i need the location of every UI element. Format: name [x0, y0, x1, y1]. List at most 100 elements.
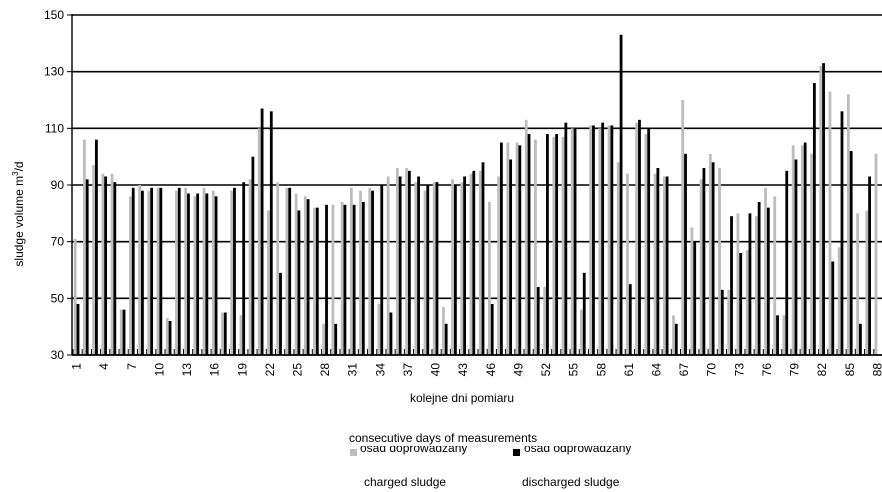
- x-tick-label: 58: [594, 363, 608, 377]
- bar-discharged: [509, 159, 513, 355]
- bar-charged: [101, 173, 105, 355]
- bar-discharged: [748, 213, 752, 355]
- bar-discharged: [463, 176, 466, 355]
- bar-discharged: [803, 142, 807, 355]
- bar-charged: [718, 168, 721, 355]
- x-tick-label: 16: [208, 363, 222, 377]
- bar-charged: [175, 190, 178, 355]
- bar-discharged: [757, 202, 761, 355]
- bar-discharged: [306, 199, 310, 355]
- bar-charged: [110, 173, 114, 355]
- bar-discharged: [242, 182, 246, 355]
- bar-discharged: [573, 128, 577, 355]
- bar-discharged: [849, 151, 853, 355]
- x-tick-label: 82: [815, 363, 829, 377]
- legend-swatch-charged: [350, 449, 357, 456]
- bar-charged: [589, 125, 593, 355]
- bars: [73, 34, 878, 356]
- bar-charged: [303, 196, 307, 355]
- bar-charged: [248, 179, 252, 355]
- bar-discharged: [122, 309, 126, 355]
- bar-discharged: [684, 153, 687, 355]
- bar-charged: [147, 190, 151, 355]
- bar-charged: [782, 315, 786, 355]
- bar-charged: [322, 323, 326, 355]
- bar-discharged: [766, 207, 770, 355]
- y-tick-label: 150: [44, 8, 64, 22]
- bar-charged: [754, 216, 758, 355]
- x-tick-label: 64: [650, 363, 664, 377]
- bar-charged: [129, 196, 132, 355]
- legend-label-discharged-pl: osad odprowadzany: [524, 441, 632, 455]
- bar-discharged: [693, 241, 697, 355]
- bar-discharged: [251, 156, 255, 355]
- x-tick-label: 4: [97, 363, 111, 370]
- bar-charged: [488, 202, 491, 355]
- bar-discharged: [233, 187, 236, 355]
- bar-charged: [340, 202, 344, 355]
- bar-discharged: [638, 119, 641, 355]
- bar-discharged: [555, 134, 559, 355]
- bar-discharged: [113, 182, 117, 355]
- bar-charged: [791, 145, 795, 355]
- y-axis-label: sludge volume m3/d: [11, 161, 26, 266]
- bar-discharged: [601, 122, 605, 355]
- bar-charged: [423, 190, 427, 355]
- bar-discharged: [453, 185, 457, 355]
- bar-discharged: [141, 190, 144, 355]
- bar-charged: [119, 309, 123, 355]
- bar-charged: [745, 250, 749, 355]
- bar-charged: [432, 182, 436, 355]
- bar-charged: [184, 187, 188, 355]
- bar-discharged: [214, 196, 218, 355]
- bar-discharged: [711, 162, 715, 355]
- bar-discharged: [196, 193, 200, 355]
- legend-label-charged: charged sludge: [364, 475, 447, 489]
- bar-discharged: [490, 304, 494, 355]
- x-tick-label: 1: [70, 363, 84, 370]
- bar-charged: [386, 176, 390, 355]
- x-tick-label: 46: [484, 363, 498, 377]
- bar-discharged: [610, 125, 614, 355]
- bar-discharged: [794, 159, 798, 355]
- bar-charged: [662, 176, 666, 355]
- bar-charged: [497, 176, 501, 355]
- bar-charged: [83, 139, 86, 355]
- bar-charged: [211, 190, 215, 355]
- bar-charged: [276, 182, 280, 355]
- bar-discharged: [481, 162, 485, 355]
- bar-discharged: [76, 304, 80, 355]
- x-tick-label: 31: [346, 363, 360, 377]
- bar-charged: [819, 66, 823, 355]
- bar-charged: [552, 136, 556, 355]
- x-tick-label: 10: [152, 363, 166, 377]
- bar-discharged: [527, 134, 531, 355]
- y-tick-label: 30: [51, 348, 65, 362]
- bar-charged: [506, 142, 510, 355]
- bar-discharged: [150, 187, 154, 355]
- bar-discharged: [858, 323, 862, 355]
- x-tick-label: 7: [125, 363, 139, 370]
- bar-charged: [681, 100, 685, 355]
- bar-charged: [580, 309, 583, 355]
- bar-charged: [736, 213, 740, 355]
- bar-discharged: [564, 122, 568, 355]
- bar-discharged: [131, 187, 135, 355]
- bar-discharged: [812, 83, 816, 355]
- bar-charged: [653, 173, 657, 355]
- x-tick-label: 76: [760, 363, 774, 377]
- bar-charged: [708, 153, 712, 355]
- bar-discharged: [518, 145, 522, 355]
- bar-charged: [267, 210, 270, 355]
- bar-discharged: [325, 204, 328, 355]
- bar-charged: [856, 213, 859, 355]
- y-tick-label: 110: [45, 121, 64, 135]
- x-tick-label: 43: [456, 363, 470, 377]
- bar-charged: [561, 136, 565, 355]
- bar-charged: [644, 134, 648, 355]
- bar-discharged: [647, 128, 651, 355]
- bar-charged: [699, 179, 703, 355]
- bar-discharged: [582, 272, 586, 355]
- bar-discharged: [656, 168, 660, 355]
- bar-charged: [616, 162, 620, 355]
